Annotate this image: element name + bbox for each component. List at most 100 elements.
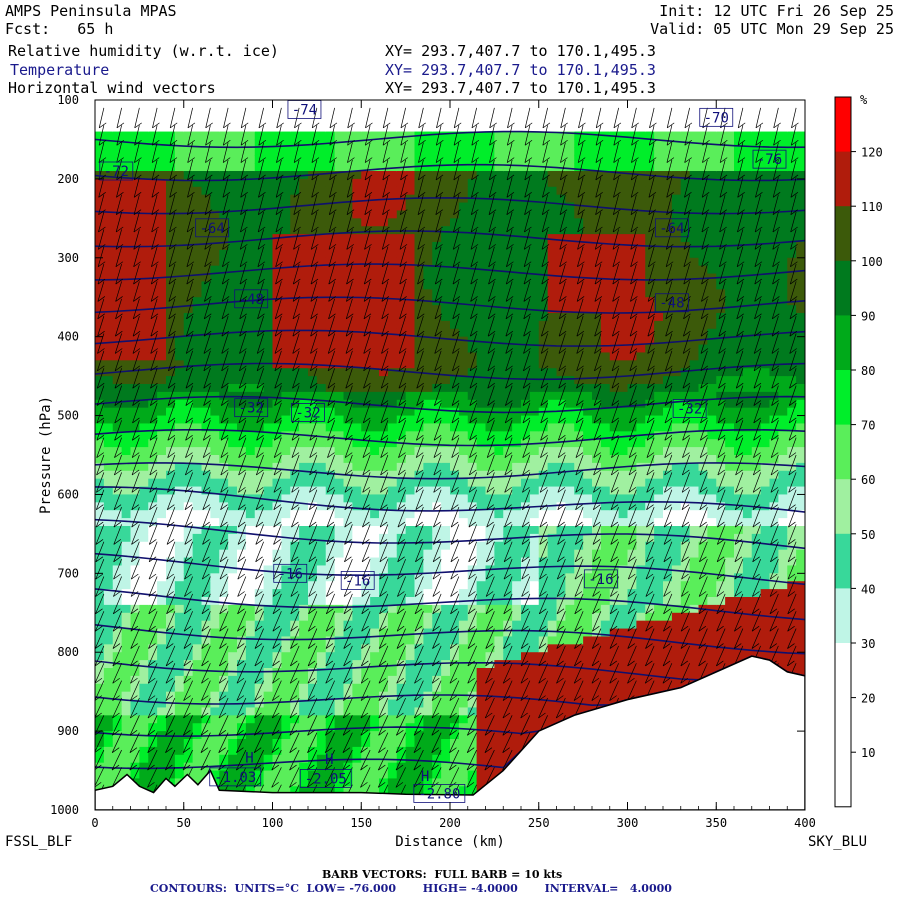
- rh-cell: [103, 731, 114, 740]
- rh-cell: [450, 297, 460, 306]
- rh-cell: [405, 415, 416, 425]
- rh-cell: [441, 320, 451, 330]
- rh-cell: [370, 439, 380, 448]
- rh-cell: [219, 510, 229, 519]
- rh-cell: [343, 660, 353, 669]
- rh-cell: [458, 549, 469, 559]
- rh-cell: [325, 186, 336, 196]
- rh-cell: [387, 423, 398, 432]
- rh-cell: [139, 226, 149, 235]
- rh-cell: [334, 541, 345, 551]
- rh-cell: [130, 573, 140, 582]
- rh-cell: [316, 754, 327, 764]
- rh-cell: [121, 746, 132, 756]
- rh-cell: [103, 171, 114, 180]
- rh-cell: [157, 376, 167, 385]
- rh-cell: [139, 644, 149, 653]
- rh-cell: [379, 786, 389, 795]
- rh-cell: [396, 407, 407, 417]
- rh-cell: [299, 328, 309, 338]
- rh-cell: [458, 754, 469, 764]
- rh-cell: [254, 202, 265, 212]
- rh-cell: [467, 163, 478, 172]
- rh-cell: [387, 778, 398, 787]
- rh-cell: [352, 226, 362, 235]
- rh-cell: [325, 234, 336, 243]
- rh-cell: [387, 462, 398, 472]
- rh-cell: [245, 368, 256, 377]
- rh-cell: [352, 691, 362, 701]
- rh-cell: [139, 478, 149, 488]
- rh-cell: [370, 178, 380, 188]
- rh-cell: [299, 139, 309, 148]
- rh-cell: [210, 320, 220, 330]
- rh-cell: [103, 234, 114, 243]
- rh-cell: [245, 376, 256, 385]
- rh-cell: [174, 360, 185, 369]
- rh-cell: [396, 533, 407, 543]
- rh-cell: [130, 620, 140, 630]
- rh-cell: [396, 739, 407, 748]
- rh-cell: [210, 178, 220, 188]
- rh-cell: [130, 210, 140, 219]
- rh-cell: [423, 691, 433, 701]
- rh-cell: [441, 439, 451, 448]
- rh-cell: [263, 770, 274, 780]
- rh-cell: [112, 683, 123, 693]
- rh-cell: [423, 526, 433, 535]
- rh-cell: [423, 762, 433, 772]
- rh-cell: [130, 352, 140, 361]
- rh-cell: [95, 470, 105, 480]
- rh-cell: [370, 115, 380, 125]
- rh-cell: [538, 210, 549, 219]
- rh-cell: [228, 218, 238, 227]
- rh-cell: [183, 597, 194, 606]
- rh-cell: [272, 541, 282, 551]
- rh-cell: [263, 139, 274, 148]
- rh-cell: [441, 218, 451, 227]
- rh-cell: [467, 494, 478, 503]
- rh-cell: [485, 628, 495, 638]
- rh-cell: [290, 210, 300, 219]
- rh-cell: [95, 265, 105, 275]
- rh-cell: [512, 186, 522, 196]
- rh-cell: [228, 502, 238, 511]
- rh-cell: [361, 447, 371, 456]
- rh-cell: [103, 707, 114, 716]
- rh-cell: [379, 518, 389, 527]
- rh-cell: [414, 384, 424, 393]
- rh-cell: [503, 234, 513, 243]
- rh-cell: [157, 691, 167, 701]
- rh-cell: [396, 447, 407, 456]
- rh-cell: [450, 186, 460, 196]
- rh-cell: [157, 739, 167, 748]
- rh-cell: [432, 510, 442, 519]
- rh-cell: [467, 707, 478, 716]
- rh-cell: [228, 533, 238, 543]
- rh-cell: [583, 368, 593, 377]
- rh-cell: [405, 533, 416, 543]
- rh-cell: [574, 620, 584, 630]
- rh-cell: [174, 439, 185, 448]
- rh-cell: [183, 541, 194, 551]
- rh-cell: [237, 131, 247, 141]
- rh-cell: [538, 391, 549, 401]
- rh-cell: [565, 415, 575, 425]
- rh-cell: [476, 218, 487, 227]
- rh-cell: [503, 100, 513, 109]
- rh-cell: [272, 147, 282, 156]
- rh-cell: [450, 707, 460, 716]
- rh-cell: [503, 526, 513, 535]
- rh-cell: [139, 163, 149, 172]
- rh-cell: [352, 462, 362, 472]
- rh-cell: [361, 739, 371, 748]
- rh-cell: [370, 518, 380, 527]
- rh-cell: [467, 423, 478, 432]
- rh-cell: [405, 636, 416, 645]
- rh-cell: [112, 218, 123, 227]
- rh-cell: [334, 778, 345, 787]
- rh-cell: [503, 194, 513, 204]
- rh-cell: [228, 715, 238, 724]
- rh-cell: [299, 778, 309, 787]
- rh-cell: [325, 218, 336, 227]
